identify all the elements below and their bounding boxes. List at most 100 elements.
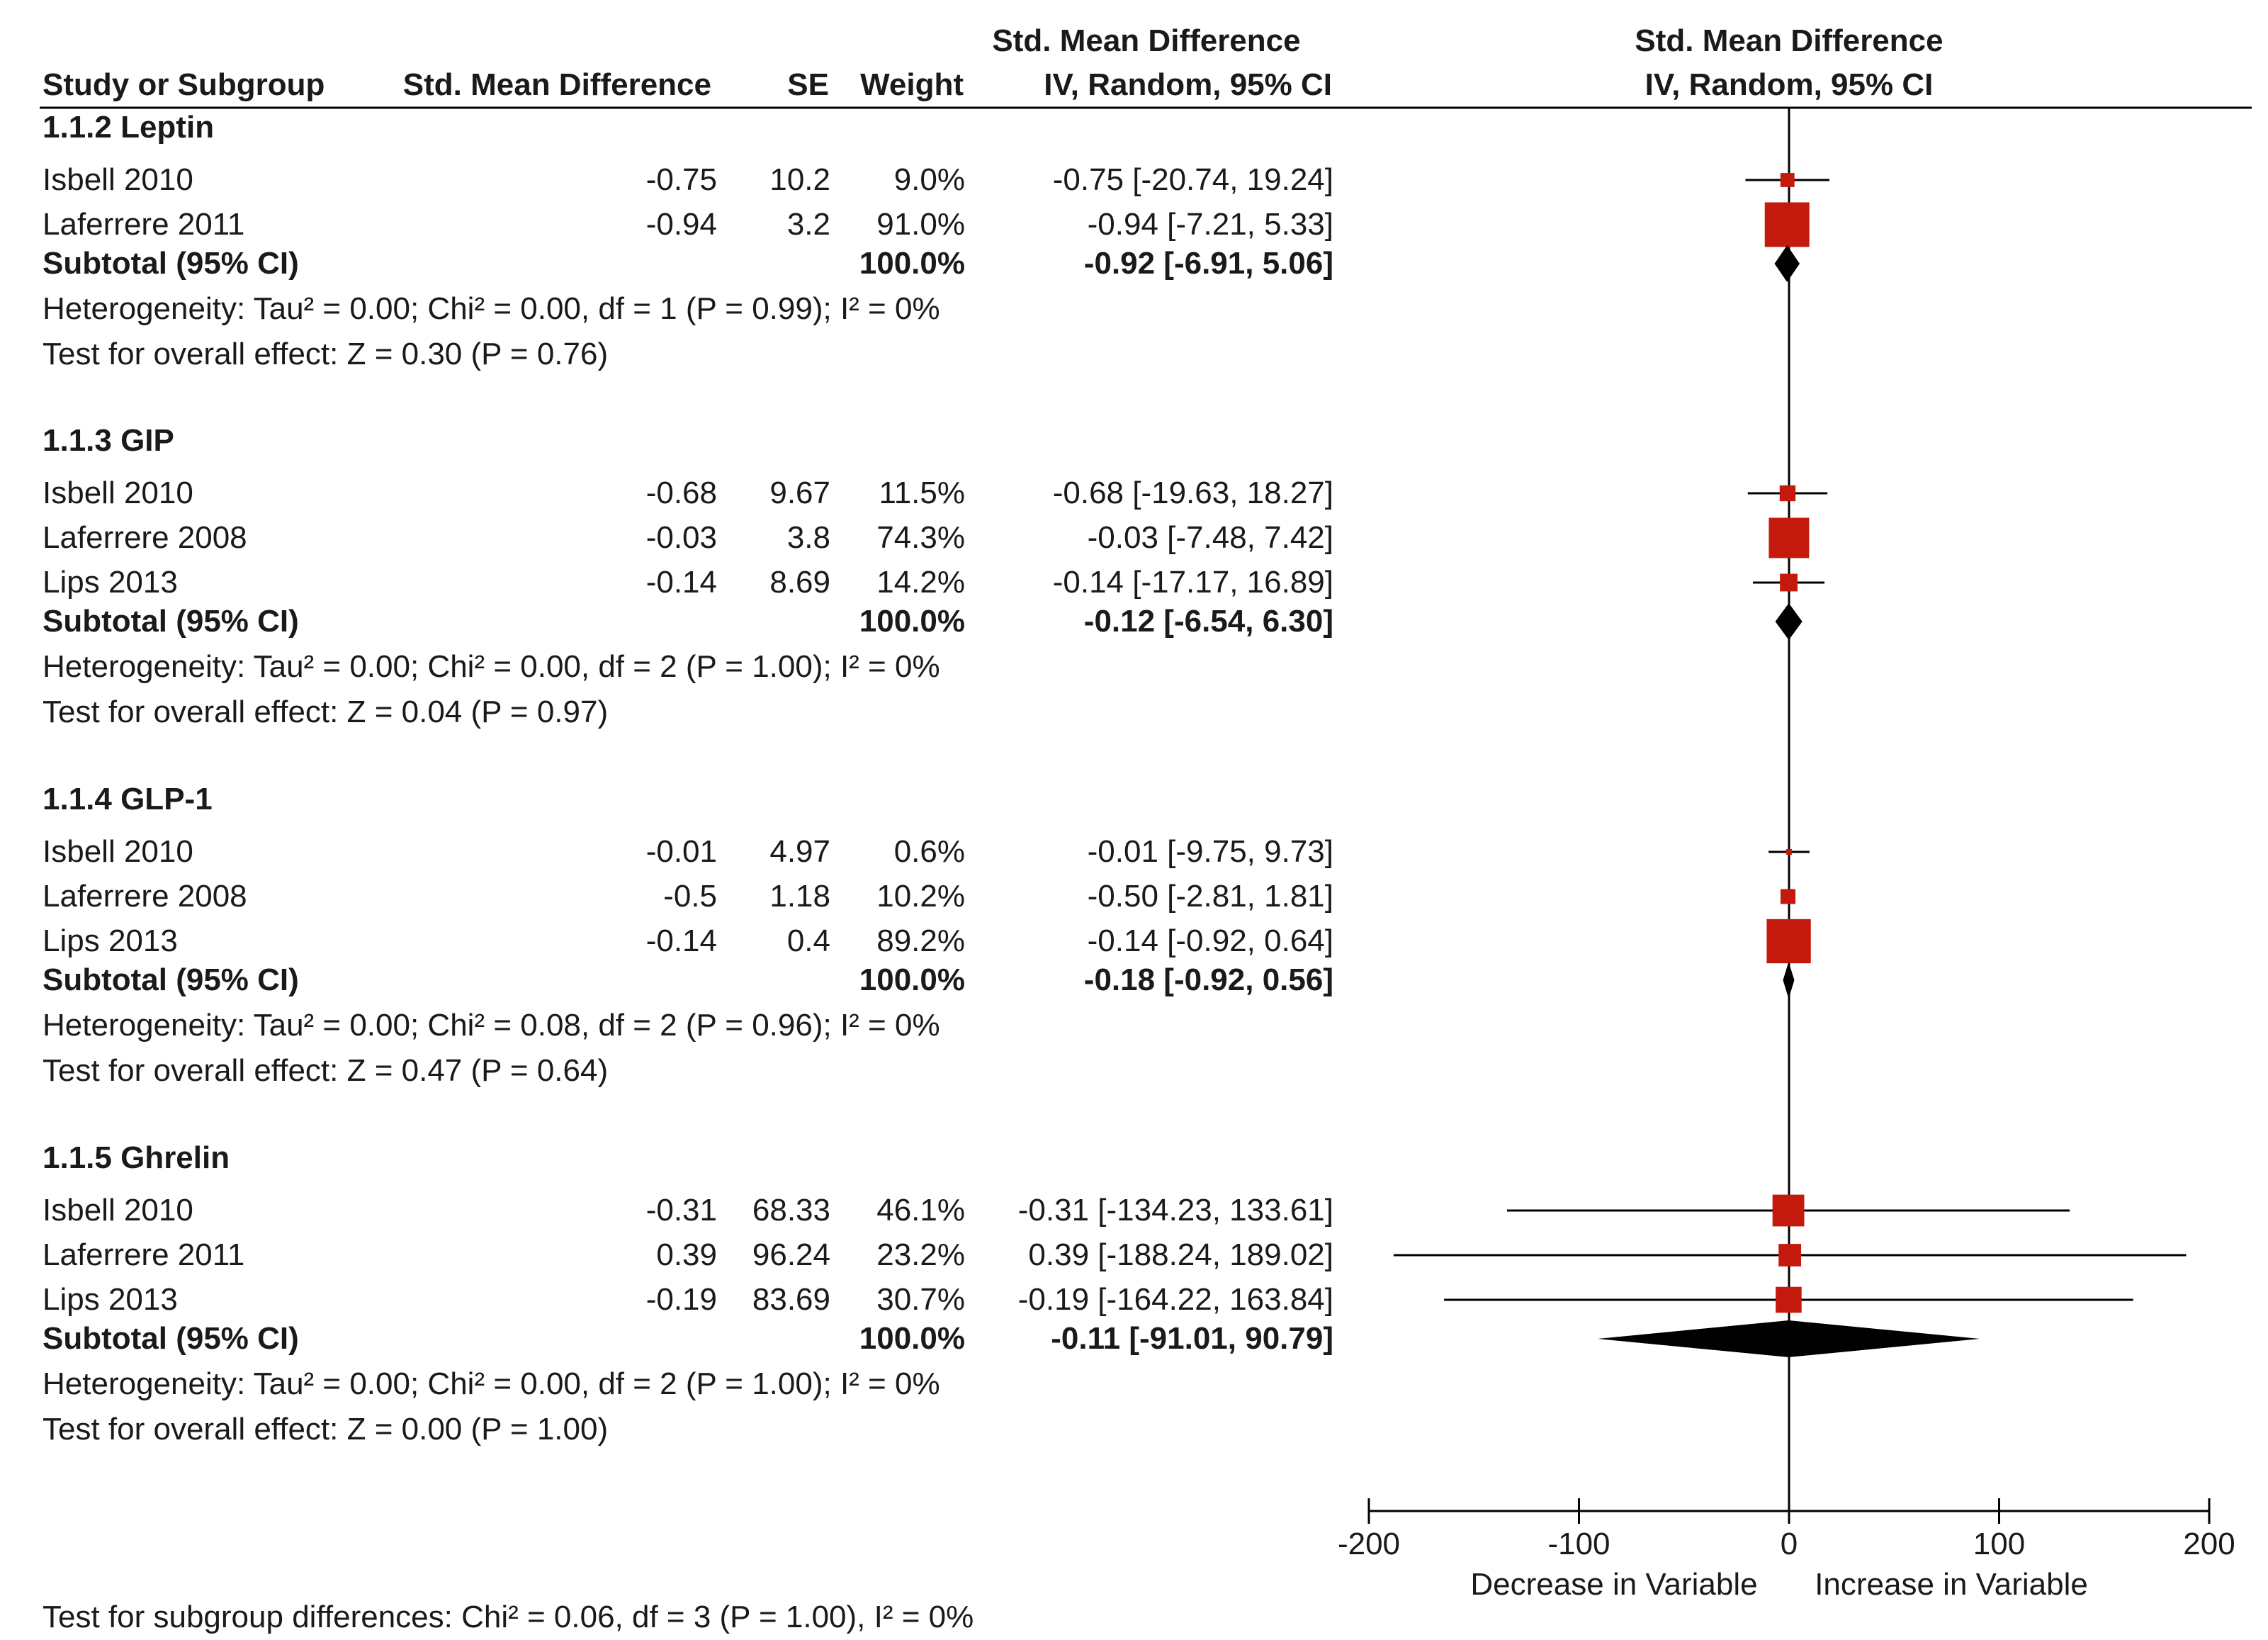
study-weight: 30.7%	[876, 1282, 965, 1317]
study-smd: -0.14	[645, 565, 717, 600]
study-name: Laferrere 2008	[43, 520, 247, 555]
subgroup-title: 1.1.4 GLP-1	[43, 782, 213, 816]
subtotal-label: Subtotal (95% CI)	[43, 962, 299, 997]
study-ci: -0.03 [-7.48, 7.42]	[1087, 520, 1333, 555]
study-smd: 0.39	[656, 1237, 717, 1272]
subtotal-diamond	[1774, 245, 1800, 282]
study-effect-marker	[1764, 202, 1810, 247]
header-smd-column: Std. Mean Difference	[402, 67, 711, 102]
study-ci: -0.19 [-164.22, 163.84]	[1017, 1282, 1333, 1317]
study-weight: 91.0%	[876, 207, 965, 242]
study-se: 0.4	[786, 923, 830, 958]
x-axis-tick-label: 200	[2183, 1527, 2235, 1561]
study-name: Lips 2013	[43, 1282, 178, 1317]
study-weight: 9.0%	[893, 162, 965, 197]
study-se: 4.97	[769, 834, 830, 869]
subgroup-title: 1.1.3 GIP	[43, 423, 174, 458]
study-ci: -0.68 [-19.63, 18.27]	[1052, 476, 1333, 510]
header-effect-title: Std. Mean Difference	[992, 23, 1301, 58]
study-name: Laferrere 2011	[43, 207, 245, 242]
study-smd: -0.01	[645, 834, 717, 869]
overall-effect-text: Test for overall effect: Z = 0.04 (P = 0…	[43, 695, 609, 729]
subtotal-diamond	[1775, 603, 1802, 640]
study-effect-marker	[1768, 517, 1810, 558]
overall-effect-text: Test for overall effect: Z = 0.47 (P = 0…	[43, 1053, 609, 1088]
subgroup-title: 1.1.5 Ghrelin	[43, 1140, 230, 1175]
study-weight: 23.2%	[876, 1237, 965, 1272]
subtotal-weight: 100.0%	[859, 604, 965, 639]
study-effect-marker	[1779, 485, 1796, 502]
plot-method: IV, Random, 95% CI	[1644, 67, 1934, 102]
x-axis-tick-label: 0	[1780, 1527, 1798, 1561]
study-ci: -0.14 [-0.92, 0.64]	[1087, 923, 1333, 958]
subtotal-ci: -0.12 [-6.54, 6.30]	[1083, 604, 1333, 639]
study-se: 96.24	[752, 1237, 830, 1272]
subtotal-weight: 100.0%	[859, 1321, 965, 1356]
study-name: Laferrere 2011	[43, 1237, 245, 1272]
subtotal-ci: -0.18 [-0.92, 0.56]	[1083, 962, 1333, 997]
study-se: 83.69	[752, 1282, 830, 1317]
overall-effect-text: Test for overall effect: Z = 0.00 (P = 1…	[43, 1412, 609, 1447]
study-weight: 89.2%	[876, 923, 965, 958]
subtotal-label: Subtotal (95% CI)	[43, 246, 299, 281]
study-effect-marker	[1778, 1244, 1802, 1266]
subtotal-label: Subtotal (95% CI)	[43, 604, 299, 639]
study-name: Isbell 2010	[43, 1193, 193, 1228]
x-axis-label-increase: Increase in Variable	[1815, 1567, 2088, 1602]
study-se: 68.33	[752, 1193, 830, 1228]
study-effect-marker	[1780, 173, 1795, 187]
study-weight: 46.1%	[876, 1193, 965, 1228]
subtotal-diamond	[1598, 1320, 1980, 1357]
study-weight: 14.2%	[876, 565, 965, 600]
subtotal-weight: 100.0%	[859, 246, 965, 281]
overall-effect-text: Test for overall effect: Z = 0.30 (P = 0…	[43, 337, 609, 371]
study-weight: 0.6%	[893, 834, 965, 869]
header-ci-column: IV, Random, 95% CI	[1044, 67, 1332, 102]
study-se: 1.18	[769, 879, 830, 914]
study-name: Isbell 2010	[43, 162, 193, 197]
study-effect-marker	[1776, 1286, 1802, 1313]
header-study-column: Study or Subgroup	[43, 67, 325, 102]
study-effect-marker	[1766, 919, 1811, 964]
heterogeneity-text: Heterogeneity: Tau² = 0.00; Chi² = 0.00,…	[43, 1366, 940, 1401]
study-name: Laferrere 2008	[43, 879, 247, 914]
study-se: 8.69	[769, 565, 830, 600]
study-effect-marker	[1780, 889, 1796, 904]
x-axis-tick-label: -200	[1337, 1527, 1401, 1561]
study-ci: -0.31 [-134.23, 133.61]	[1017, 1193, 1333, 1228]
study-ci: 0.39 [-188.24, 189.02]	[1028, 1237, 1333, 1272]
study-weight: 11.5%	[879, 476, 966, 510]
subgroup-differences-text: Test for subgroup differences: Chi² = 0.…	[43, 1600, 974, 1634]
header-weight-column: Weight	[860, 67, 964, 102]
x-axis-label-decrease: Decrease in Variable	[1470, 1567, 1758, 1602]
study-name: Isbell 2010	[43, 476, 193, 510]
x-axis-tick-label: 100	[1973, 1527, 2026, 1561]
study-ci: -0.01 [-9.75, 9.73]	[1087, 834, 1333, 869]
study-weight: 74.3%	[876, 520, 965, 555]
subtotal-ci: -0.92 [-6.91, 5.06]	[1083, 246, 1333, 281]
study-smd: -0.14	[645, 923, 717, 958]
study-weight: 10.2%	[876, 879, 965, 914]
study-smd: -0.5	[663, 879, 717, 914]
study-smd: -0.03	[645, 520, 717, 555]
x-axis-tick-label: -100	[1547, 1527, 1610, 1561]
heterogeneity-text: Heterogeneity: Tau² = 0.00; Chi² = 0.00,…	[43, 291, 940, 326]
study-se: 3.2	[786, 207, 830, 242]
study-se: 9.67	[769, 476, 830, 510]
subtotal-diamond	[1783, 962, 1795, 999]
study-smd: -0.19	[645, 1282, 717, 1317]
plot-title: Std. Mean Difference	[1635, 23, 1943, 58]
study-se: 10.2	[769, 162, 830, 197]
study-effect-marker	[1780, 573, 1798, 592]
study-ci: -0.50 [-2.81, 1.81]	[1087, 879, 1333, 914]
study-smd: -0.75	[645, 162, 717, 197]
header-se-column: SE	[787, 67, 829, 102]
study-name: Lips 2013	[43, 565, 178, 600]
heterogeneity-text: Heterogeneity: Tau² = 0.00; Chi² = 0.00,…	[43, 649, 940, 684]
subgroup-title: 1.1.2 Leptin	[43, 110, 215, 145]
study-effect-marker	[1772, 1194, 1805, 1227]
subtotal-ci: -0.11 [-91.01, 90.79]	[1051, 1321, 1333, 1356]
study-se: 3.8	[786, 520, 830, 555]
